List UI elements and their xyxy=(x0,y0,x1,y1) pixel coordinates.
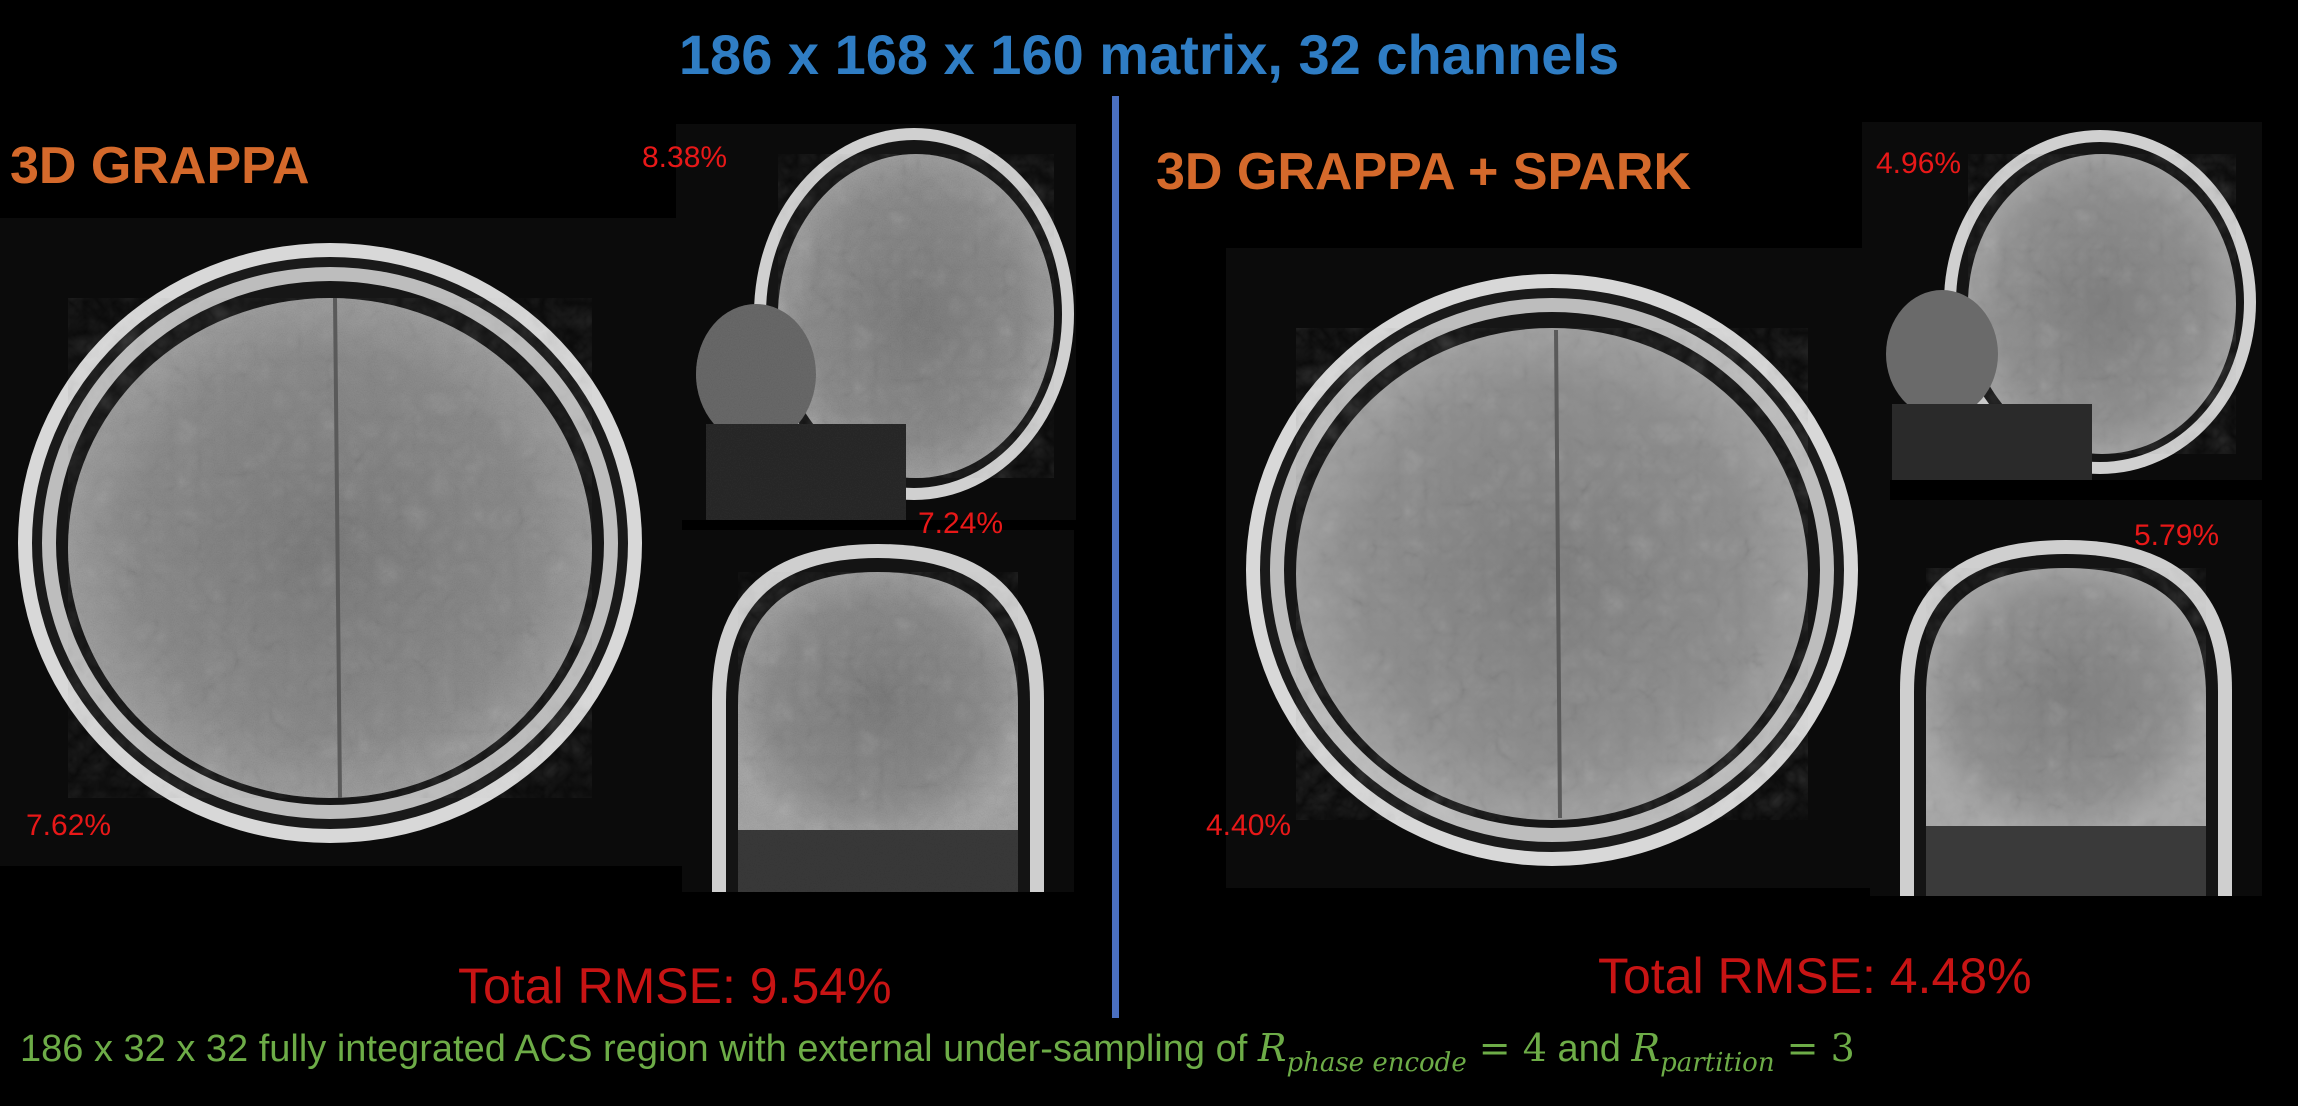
r-phase-encode-subscript: phase encode xyxy=(1286,1048,1467,1078)
footer-text: 186 x 32 x 32 fully integrated ACS regio… xyxy=(20,1028,1258,1070)
total-rmse-grappa: Total RMSE: 9.54% xyxy=(458,958,892,1014)
coronal-image-grappa xyxy=(682,530,1074,892)
coronal-error-spark: 5.79% xyxy=(2134,519,2220,552)
footer-connector: and xyxy=(1546,1028,1632,1070)
equals-sign-1: = xyxy=(1466,1026,1523,1070)
axial-error-grappa: 7.62% xyxy=(26,809,112,842)
axial-image-spark xyxy=(1226,248,1890,888)
panel-divider xyxy=(1112,96,1119,1018)
r-partition-value: 3 xyxy=(1830,1026,1855,1070)
total-rmse-spark: Total RMSE: 4.48% xyxy=(1598,948,2032,1004)
coronal-error-grappa: 7.24% xyxy=(918,507,1004,540)
axial-image-grappa xyxy=(0,218,682,866)
page-title: 186 x 168 x 160 matrix, 32 channels xyxy=(678,23,1620,86)
sagittal-image-grappa xyxy=(676,124,1076,520)
coronal-image-spark xyxy=(1870,500,2262,896)
sagittal-image-spark xyxy=(1862,122,2262,480)
r-phase-encode-symbol: Rphase encode xyxy=(1257,1026,1467,1078)
footer-caption: 186 x 32 x 32 fully integrated ACS regio… xyxy=(20,1018,1855,1079)
r-partition-symbol: Rpartition xyxy=(1631,1026,1775,1078)
axial-error-spark: 4.40% xyxy=(1206,809,1292,842)
panel-title-grappa: 3D GRAPPA xyxy=(10,137,310,195)
r-partition-subscript: partition xyxy=(1660,1048,1775,1078)
sagittal-error-grappa: 8.38% xyxy=(642,141,728,174)
sagittal-error-spark: 4.96% xyxy=(1876,147,1962,180)
equals-sign-2: = xyxy=(1774,1026,1831,1070)
panel-title-grappa-spark: 3D GRAPPA + SPARK xyxy=(1156,143,1692,201)
r-phase-encode-value: 4 xyxy=(1522,1026,1547,1070)
